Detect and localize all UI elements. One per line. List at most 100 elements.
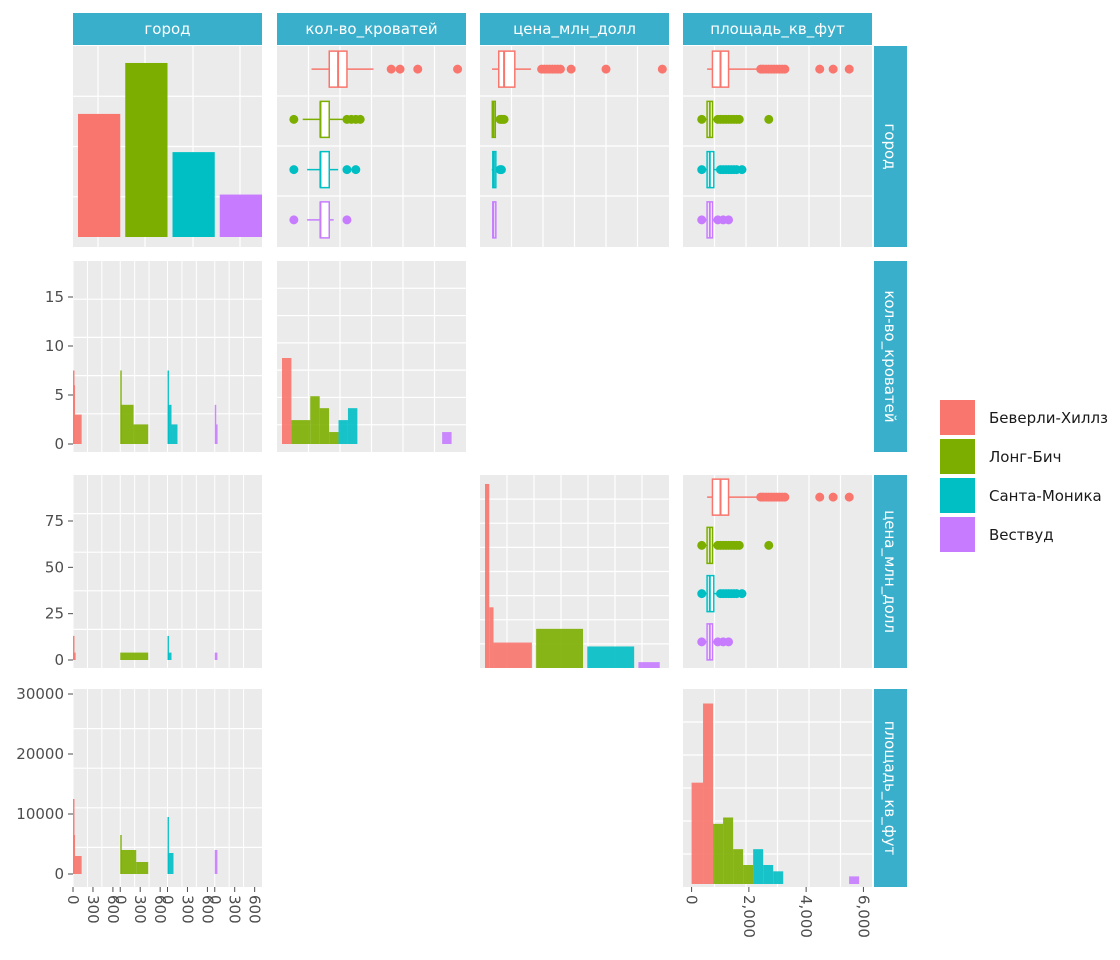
- boxplot-outlier: [499, 114, 509, 124]
- tick-label-sqft: 20000: [16, 745, 64, 763]
- histogram-bar: [485, 483, 490, 668]
- boxplot-outlier: [289, 165, 299, 175]
- tick-label-price: 50: [45, 558, 64, 576]
- strip-right-label: площадь_кв_фут: [880, 721, 899, 856]
- tick-label-price: 0: [54, 651, 64, 669]
- facet-histogram-bar: [171, 424, 178, 444]
- histogram-bar: [703, 703, 714, 884]
- boxplot-outlier: [697, 165, 707, 175]
- tick-label-sqft-x: 0: [683, 895, 701, 905]
- facet-histogram-bar: [216, 424, 218, 444]
- tick-label-beds: 10: [45, 337, 64, 355]
- facet-histogram-bar: [167, 652, 172, 660]
- histogram-bar: [291, 420, 311, 444]
- facet-histogram-bar: [120, 404, 134, 444]
- boxplot-outlier: [697, 114, 707, 124]
- strip-top: [73, 13, 262, 45]
- bar-city-count: [219, 194, 262, 237]
- strip-right: [874, 689, 907, 887]
- boxplot-outlier: [737, 165, 747, 175]
- boxplot-outlier: [815, 64, 825, 74]
- boxplot-outlier: [697, 215, 707, 225]
- strip-top-label: город: [144, 20, 190, 38]
- facet-histogram-bar: [73, 635, 75, 660]
- bar-city-count: [172, 152, 215, 237]
- tick-label-sqft: 30000: [16, 685, 64, 703]
- strip-top-label: площадь_кв_фут: [710, 20, 845, 39]
- legend-item-westwood: Вествуд: [940, 515, 1115, 554]
- tick-label-count: 300: [178, 895, 196, 924]
- boxplot-box: [319, 201, 330, 239]
- facet-histogram-bar: [120, 850, 137, 874]
- histogram-bar: [763, 865, 774, 884]
- boxplot-outlier: [386, 64, 396, 74]
- strip-top-label: кол-во_кроватей: [305, 20, 437, 39]
- strip-right-label: город: [881, 123, 899, 169]
- histogram-bar: [743, 865, 754, 884]
- tick-label-sqft-x: 6,000: [854, 895, 872, 938]
- strip-top: [480, 13, 669, 45]
- tick-label-count: 600: [198, 895, 216, 924]
- boxplot-outlier: [844, 492, 854, 502]
- boxplot-outlier: [697, 589, 707, 599]
- legend-item-beverly-hills: Беверли-Хиллз: [940, 398, 1115, 437]
- boxplot-outlier: [342, 165, 352, 175]
- histogram-bar: [442, 432, 452, 444]
- tick-label-sqft: 0: [54, 865, 64, 883]
- histogram-bar: [713, 823, 724, 884]
- facet-histogram-bar: [214, 404, 217, 444]
- boxplot-outlier: [828, 64, 838, 74]
- boxplot-outlier: [697, 540, 707, 550]
- facet-histogram-bar: [167, 404, 172, 444]
- histogram-bar: [319, 408, 330, 444]
- tick-label-beds: 15: [45, 288, 64, 306]
- boxplot-outlier: [555, 64, 565, 74]
- boxplot-outlier: [697, 637, 707, 647]
- histogram-bar: [329, 432, 339, 444]
- strip-top: [277, 13, 466, 45]
- tick-label-count: 0: [111, 895, 129, 905]
- legend: Беверли-Хиллз Лонг-Бич Санта-Моника Вест…: [940, 398, 1115, 554]
- boxplot-outlier: [724, 637, 734, 647]
- boxplot-outlier: [342, 215, 352, 225]
- tick-label-price: 75: [45, 512, 64, 530]
- facet-histogram-bar: [167, 853, 174, 874]
- histogram-bar: [638, 662, 660, 668]
- tick-label-sqft: 10000: [16, 805, 64, 823]
- tick-label-count: 300: [131, 895, 149, 924]
- boxplot-outlier: [453, 64, 463, 74]
- facet-histogram-bar: [74, 414, 82, 444]
- boxplot-outlier: [844, 64, 854, 74]
- facet-histogram-bar: [73, 385, 75, 444]
- boxplot-outlier: [351, 165, 361, 175]
- tick-label-beds: 5: [54, 386, 64, 404]
- tick-label-count: 0: [159, 895, 177, 905]
- boxplot-outlier: [413, 64, 423, 74]
- tick-label-beds: 0: [54, 435, 64, 453]
- legend-label: Санта-Моника: [989, 486, 1102, 505]
- legend-label: Лонг-Бич: [989, 447, 1062, 466]
- strip-right-label: кол-во_кроватей: [880, 290, 899, 422]
- histogram-bar: [536, 628, 584, 668]
- boxplot-outlier: [780, 64, 790, 74]
- tick-label-count: 600: [104, 895, 122, 924]
- facet-histogram-bar: [74, 856, 82, 874]
- tick-label-sqft-x: 4,000: [797, 895, 815, 938]
- legend-swatch-santa-monica: [940, 478, 975, 513]
- histogram-bar: [347, 408, 358, 444]
- histogram-bar: [691, 782, 704, 884]
- strip-right-label: цена_млн_долл: [880, 510, 899, 633]
- histogram-bar: [338, 420, 348, 444]
- boxplot-outlier: [601, 64, 611, 74]
- histogram-bar: [489, 607, 494, 668]
- legend-swatch-long-beach: [940, 439, 975, 474]
- boxplot-outlier: [289, 114, 299, 124]
- histogram-bar: [282, 358, 292, 444]
- tick-label-sqft-x: 2,000: [740, 895, 758, 938]
- histogram-bar: [587, 646, 635, 668]
- boxplot-outlier: [395, 64, 405, 74]
- facet-histogram-bar: [214, 850, 218, 874]
- tick-label-count: 300: [226, 895, 244, 924]
- strip-right: [874, 475, 907, 668]
